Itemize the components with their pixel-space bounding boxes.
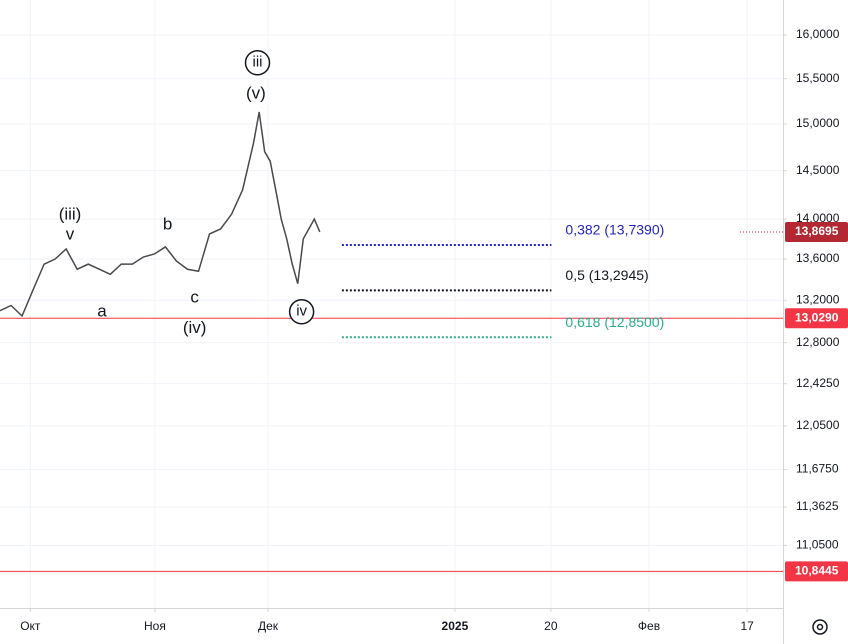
y-tick-label: 12,4250 xyxy=(796,376,840,390)
x-tick-label: Окт xyxy=(20,619,41,633)
fib-label: 0,618 (12,8500) xyxy=(565,314,664,330)
y-tick-label: 16,0000 xyxy=(796,27,840,41)
y-tick-label: 15,0000 xyxy=(796,116,840,130)
y-tick-label: 13,6000 xyxy=(796,251,840,265)
settings-icon xyxy=(812,619,828,635)
wave-label: c xyxy=(190,288,199,307)
x-tick-label: 2025 xyxy=(442,619,469,633)
y-tick-label: 12,8000 xyxy=(796,335,840,349)
wave-label: v xyxy=(66,224,75,243)
y-tick-label: 13,2000 xyxy=(796,292,840,306)
x-tick-label: Фев xyxy=(638,619,660,633)
price-label-box xyxy=(785,561,848,582)
price-line xyxy=(0,111,321,318)
x-tick-label: Дек xyxy=(258,619,279,633)
wave-label: (iii) xyxy=(59,205,82,224)
price-label: 10,8445 xyxy=(795,564,839,578)
wave-label: b xyxy=(163,214,172,233)
annotation-circle xyxy=(244,50,271,76)
settings-icon-center xyxy=(816,623,824,631)
y-tick-label: 11,0500 xyxy=(796,538,839,552)
wave-label: iii xyxy=(253,54,263,71)
price-label-box xyxy=(785,308,848,329)
wave-label: a xyxy=(97,301,107,320)
fib-label: 0,5 (13,2945) xyxy=(565,267,648,283)
wave-label: (v) xyxy=(246,83,266,102)
y-tick-label: 11,3625 xyxy=(796,499,839,513)
y-tick-label: 14,0000 xyxy=(796,211,840,225)
x-tick-label: Ноя xyxy=(144,619,166,633)
wave-label: iv xyxy=(296,303,307,320)
y-tick-label: 12,0500 xyxy=(796,418,840,432)
last-price-label: 13,8695 xyxy=(795,224,839,238)
y-tick-label: 11,6750 xyxy=(796,462,839,476)
y-tick-label: 15,5000 xyxy=(796,71,840,85)
x-tick-label: 20 xyxy=(544,619,558,633)
price-label: 13,0290 xyxy=(795,310,839,324)
y-tick-label: 14,5000 xyxy=(796,163,840,177)
settings-button[interactable] xyxy=(812,619,828,635)
x-tick-label: 17 xyxy=(740,619,754,633)
grid xyxy=(0,0,783,608)
annotation-circle xyxy=(288,299,315,325)
wave-label: (iv) xyxy=(183,318,207,337)
fib-label: 0,382 (13,7390) xyxy=(565,222,664,238)
last-price-box xyxy=(785,221,848,242)
